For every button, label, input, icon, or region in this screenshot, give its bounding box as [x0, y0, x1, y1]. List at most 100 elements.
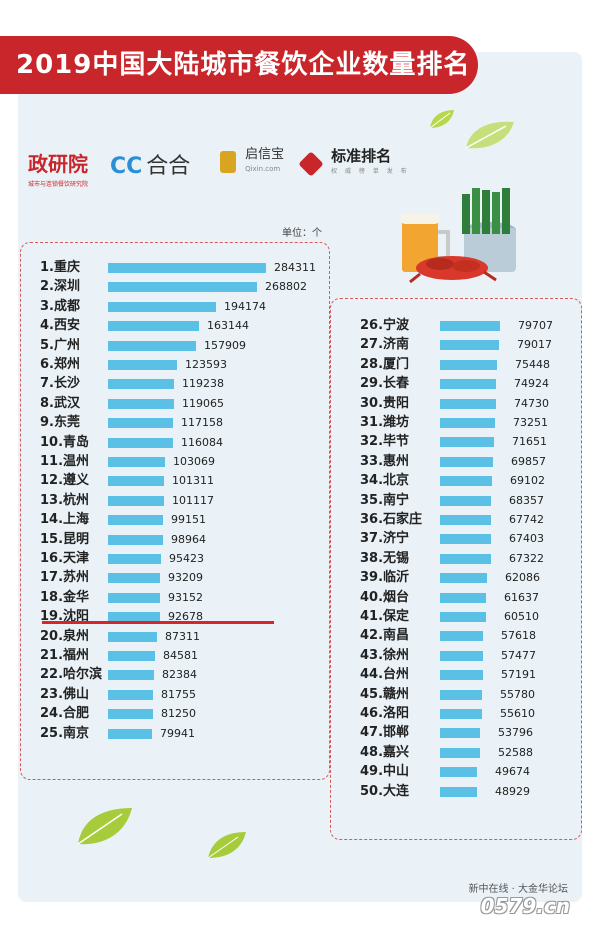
value-bar [440, 321, 500, 331]
ranking-row: 5.广州 157909 [0, 336, 600, 356]
ranking-row: 50.大连 48929 [0, 782, 600, 802]
city-label: 12.遵义 [40, 473, 90, 488]
value-bar [440, 709, 482, 719]
value-label: 57477 [501, 649, 536, 662]
value-label: 119238 [182, 377, 224, 390]
ranking-row: 28.厦门 75448 [0, 355, 600, 375]
value-label: 57618 [501, 629, 536, 642]
value-bar [440, 690, 482, 700]
highlight-underline [42, 621, 274, 624]
value-bar [108, 593, 160, 603]
value-bar [440, 418, 495, 428]
ranking-row: 1.重庆 284311 [0, 258, 600, 278]
value-bar [440, 437, 494, 447]
value-bar [108, 554, 161, 564]
city-label: 2.深圳 [40, 279, 80, 294]
value-label: 93209 [168, 571, 203, 584]
value-label: 98964 [171, 533, 206, 546]
value-label: 74924 [514, 377, 549, 390]
value-label: 157909 [204, 339, 246, 352]
value-label: 67403 [509, 532, 544, 545]
value-label: 75448 [515, 358, 550, 371]
value-label: 79017 [517, 338, 552, 351]
qixin-logo: 启信宝 Qixin.com [220, 148, 284, 188]
ranking-row: 41.保定 60510 [0, 607, 600, 627]
value-label: 49674 [495, 765, 530, 778]
value-label: 69102 [510, 474, 545, 487]
ranking-row: 6.郑州 123593 [0, 355, 600, 375]
city-label: 22.哈尔滨 [40, 667, 103, 682]
ranking-row: 47.邯郸 53796 [0, 723, 600, 743]
value-bar [108, 515, 163, 525]
value-label: 123593 [185, 358, 227, 371]
value-bar [440, 496, 491, 506]
ranking-row: 13.杭州 101117 [0, 491, 600, 511]
value-label: 93152 [168, 591, 203, 604]
city-label: 10.青岛 [40, 435, 90, 450]
value-label: 163144 [207, 319, 249, 332]
city-label: 31.潍坊 [360, 415, 410, 430]
city-label: 6.郑州 [40, 357, 80, 372]
city-label: 17.苏州 [40, 570, 90, 585]
city-label: 25.南京 [40, 726, 90, 741]
ranking-row: 19.沈阳 92678 [0, 607, 600, 627]
value-bar [440, 631, 483, 641]
qixin-badge-icon [220, 151, 236, 173]
ranking-row: 37.济宁 67403 [0, 529, 600, 549]
zhengyanyuan-logo: 政研院 城市与连锁餐饮研究院 [28, 148, 88, 188]
value-bar [440, 476, 492, 486]
ranking-row: 42.南昌 57618 [0, 626, 600, 646]
value-bar [440, 651, 483, 661]
city-label: 11.温州 [40, 454, 90, 469]
value-bar [108, 496, 164, 506]
value-label: 82384 [162, 668, 197, 681]
value-label: 74730 [514, 397, 549, 410]
ranking-row: 27.济南 79017 [0, 335, 600, 355]
value-bar [108, 263, 266, 273]
ranking-row: 4.西安 163144 [0, 316, 600, 336]
value-label: 84581 [163, 649, 198, 662]
value-bar [440, 787, 477, 797]
value-bar [108, 729, 152, 739]
value-label: 284311 [274, 261, 316, 274]
unit-label: 单位：个 [282, 228, 322, 239]
city-label: 8.武汉 [40, 396, 80, 411]
beer-crayfish-illustration [400, 188, 516, 284]
value-bar [108, 612, 160, 622]
value-label: 48929 [495, 785, 530, 798]
value-label: 62086 [505, 571, 540, 584]
value-bar [108, 573, 160, 583]
value-label: 81250 [161, 707, 196, 720]
value-label: 69857 [511, 455, 546, 468]
ranking-row: 32.毕节 71651 [0, 432, 600, 452]
value-label: 92678 [168, 610, 203, 623]
city-label: 48.嘉兴 [360, 745, 410, 760]
value-bar [440, 399, 496, 409]
value-label: 55610 [500, 707, 535, 720]
biaozhun-logo: 标准排名权 威 榜 单 发 布 [298, 148, 410, 188]
city-label: 24.合肥 [40, 706, 90, 721]
value-bar [108, 457, 165, 467]
ranking-row: 23.佛山 81755 [0, 685, 600, 705]
ranking-row: 21.福州 84581 [0, 646, 600, 666]
value-bar [108, 321, 199, 331]
zhengyanyuan-subtitle: 城市与连锁餐饮研究院 [28, 181, 89, 188]
value-bar [440, 457, 493, 467]
value-label: 116084 [181, 436, 223, 449]
value-label: 119065 [182, 397, 224, 410]
ranking-row: 16.天津 95423 [0, 549, 600, 569]
city-label: 37.济宁 [360, 531, 410, 546]
value-bar [108, 670, 154, 680]
value-label: 79707 [518, 319, 553, 332]
ranking-row: 44.台州 57191 [0, 665, 600, 685]
ranking-row: 33.惠州 69857 [0, 452, 600, 472]
hehe-logo: CC 合合 [110, 148, 190, 188]
value-bar [440, 728, 480, 738]
footer-credit: 新中在线 · 大金华论坛 [468, 884, 568, 895]
ranking-row: 7.长沙 119238 [0, 374, 600, 394]
watermark: 0579.cn [480, 894, 570, 918]
leaf-icon [77, 808, 132, 845]
city-label: 41.保定 [360, 609, 410, 624]
value-label: 99151 [171, 513, 206, 526]
qixin-name: 启信宝 [245, 147, 285, 162]
